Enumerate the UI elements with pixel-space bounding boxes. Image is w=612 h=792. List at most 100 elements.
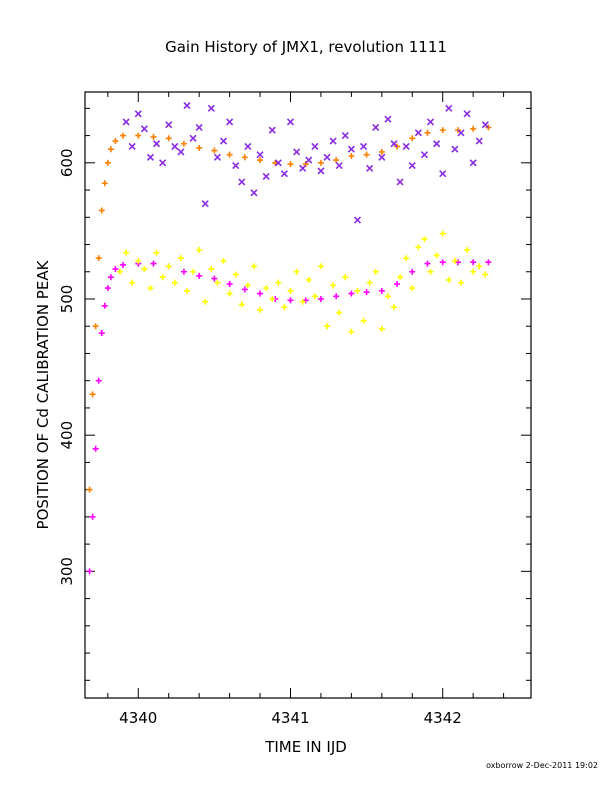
series-2-point (101, 302, 108, 309)
series-3-point (141, 266, 148, 273)
series-3-point (214, 279, 221, 286)
series-3-point (409, 285, 416, 292)
series-1-point (159, 159, 167, 167)
series-1-point (293, 148, 301, 156)
series-2-point (211, 275, 218, 282)
series-1-point (347, 145, 355, 153)
series-1-point (329, 137, 337, 145)
series-3-point (257, 306, 264, 313)
series-3-point (232, 271, 239, 278)
series-1-point (359, 142, 368, 151)
series-1-point (183, 102, 191, 110)
series-1-point (207, 104, 215, 112)
series-0-point (95, 255, 102, 262)
series-1-point (165, 121, 173, 129)
series-2-point (485, 259, 492, 266)
x-tick-label: 4342 (424, 709, 462, 727)
x-tick-label: 4340 (119, 709, 157, 727)
series-1-point (311, 142, 319, 151)
series-3-point (360, 317, 367, 324)
series-1-point (219, 137, 228, 145)
series-3-point (482, 271, 489, 278)
series-2-point (363, 289, 370, 296)
series-0-point (196, 144, 203, 151)
series-2-point (150, 260, 157, 267)
series-3-point (391, 304, 398, 311)
series-1-point (390, 140, 398, 148)
series-2-point (439, 259, 446, 266)
series-1-point (256, 151, 264, 159)
series-1-point (335, 161, 343, 170)
series-1-point (286, 118, 295, 126)
series-3-point (305, 276, 312, 283)
series-3-point (439, 230, 446, 237)
series-1-point (171, 142, 179, 151)
series-2-point (348, 290, 355, 297)
series-1-point (299, 164, 307, 172)
x-axis-label: TIME IN IJD (264, 738, 347, 756)
series-2-point (196, 272, 203, 279)
series-0-point (120, 132, 127, 139)
series-0-point (86, 486, 93, 493)
axis-ticks (85, 92, 531, 698)
series-2-point (454, 259, 461, 266)
series-2-point (92, 445, 99, 452)
series-1-point (280, 170, 288, 178)
series-3-point (311, 293, 318, 300)
series-3-point (470, 268, 477, 275)
y-axis-label: POSITION OF Cd CALIBRATION PEAK (34, 259, 52, 529)
series-1-point (268, 126, 276, 134)
series-0-point (135, 132, 142, 139)
series-3-point (165, 263, 172, 270)
series-3-point (202, 298, 209, 305)
series-1-point (378, 153, 386, 161)
series-3-point (299, 298, 306, 305)
series-3-point (372, 268, 379, 275)
series-1-point (189, 134, 197, 142)
series-2-point (112, 266, 119, 273)
series-2-point (180, 268, 187, 275)
series-3-point (263, 285, 270, 292)
series-0-point (439, 127, 446, 134)
series-2-point (98, 330, 105, 337)
series-3-point (208, 266, 215, 273)
series-1-point (463, 110, 471, 118)
series-3-point (476, 263, 483, 270)
series-2-point (317, 295, 324, 302)
series-1-point (305, 156, 313, 164)
series-0-point (107, 146, 114, 153)
series-3-point (250, 263, 257, 270)
series-3-point (342, 274, 349, 281)
series-3-point (177, 255, 184, 262)
series-3-point (317, 263, 324, 270)
series-1-point (232, 161, 240, 170)
series-0-point (89, 391, 96, 398)
series-3-point (336, 309, 343, 316)
series-1-point (457, 129, 465, 137)
series-0-point (409, 135, 416, 142)
series-0-point (180, 140, 187, 147)
series-3-point (330, 282, 337, 289)
series-2-point (107, 274, 114, 281)
series-1-point (317, 167, 325, 175)
series-3-point (348, 328, 355, 335)
series-2-point (287, 297, 294, 304)
series-3-point (324, 323, 331, 330)
data-markers (86, 102, 492, 575)
series-0-point (165, 135, 172, 142)
series-1-point (384, 115, 392, 123)
series-1-point (408, 161, 416, 170)
series-2-point (333, 293, 340, 300)
series-2-point (302, 297, 309, 304)
series-3-point (287, 287, 294, 294)
series-1-point (122, 118, 130, 126)
series-3-point (129, 279, 136, 286)
series-1-point (244, 142, 252, 151)
series-3-point (293, 268, 300, 275)
series-1-point (177, 148, 185, 156)
series-3-point (433, 252, 440, 259)
series-3-point (384, 293, 391, 300)
series-2-point (424, 260, 431, 267)
series-0-point (257, 157, 264, 164)
